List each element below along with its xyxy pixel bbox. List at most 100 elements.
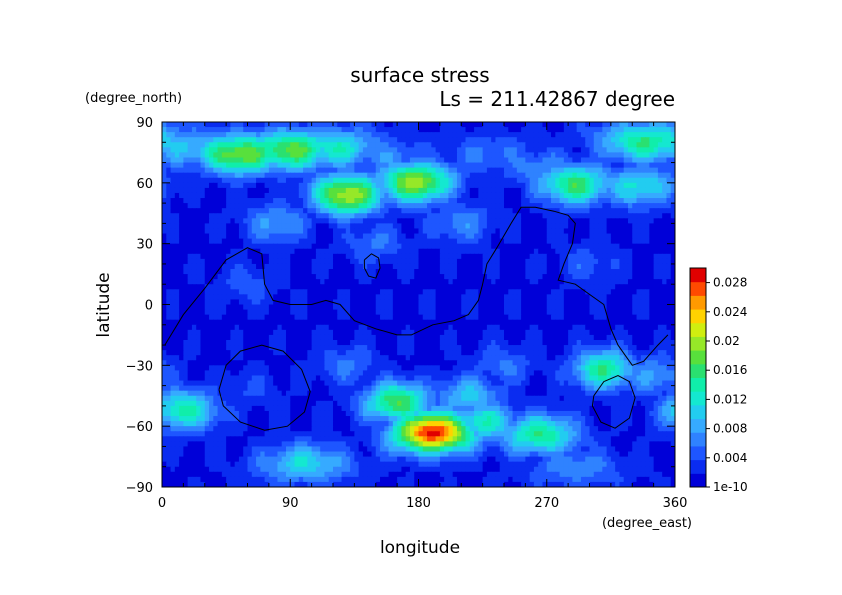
heatmap-cell — [183, 142, 189, 148]
heatmap-cell — [551, 299, 556, 306]
heatmap-cell — [392, 258, 398, 265]
heatmap-cell — [563, 269, 569, 275]
heatmap-cell — [504, 238, 509, 245]
heatmap-cell — [238, 162, 244, 169]
heatmap-cell — [187, 182, 193, 189]
heatmap-cell — [243, 132, 249, 138]
heatmap-cell — [204, 162, 210, 169]
heatmap-cell — [533, 238, 539, 245]
heatmap-cell — [290, 127, 296, 133]
heatmap-cell — [504, 122, 509, 128]
heatmap-cell — [397, 223, 402, 230]
heatmap-cell — [367, 248, 373, 255]
heatmap-cell — [230, 127, 236, 133]
heatmap-cell — [448, 253, 454, 260]
heatmap-cell — [162, 167, 167, 174]
heatmap-cell — [162, 203, 167, 209]
heatmap-cell — [538, 137, 544, 143]
heatmap-cell — [563, 182, 569, 189]
heatmap-cell — [162, 137, 167, 143]
heatmap-cell — [371, 152, 377, 159]
heatmap-cell — [179, 309, 184, 316]
heatmap-cell — [183, 238, 189, 245]
heatmap-cell — [482, 127, 488, 133]
heatmap-cell — [645, 269, 650, 275]
heatmap-cell — [268, 132, 274, 138]
heatmap-cell — [196, 289, 202, 295]
heatmap-cell — [405, 142, 411, 148]
heatmap-cell — [427, 182, 432, 189]
heatmap-cell — [315, 127, 321, 133]
heatmap-cell — [371, 299, 377, 306]
heatmap-cell — [350, 132, 355, 138]
heatmap-cell — [431, 142, 437, 148]
heatmap-cell — [645, 319, 650, 326]
heatmap-cell — [341, 284, 347, 290]
heatmap-cell — [508, 253, 514, 260]
heatmap-cell — [456, 162, 462, 169]
heatmap-cell — [491, 284, 497, 290]
heatmap-cell — [580, 319, 586, 326]
heatmap-cell — [174, 253, 180, 260]
heatmap-cell — [645, 177, 650, 184]
heatmap-cell — [350, 127, 355, 133]
heatmap-cell — [525, 324, 531, 331]
heatmap-cell — [662, 218, 668, 224]
heatmap-cell — [551, 294, 556, 301]
heatmap-cell — [504, 203, 509, 209]
heatmap-cell — [602, 238, 608, 245]
heatmap-cell — [439, 182, 445, 189]
heatmap-cell — [380, 258, 385, 265]
heatmap-cell — [337, 132, 343, 138]
heatmap-cell — [568, 309, 574, 316]
heatmap-cell — [397, 177, 402, 184]
heatmap-cell — [615, 172, 621, 179]
heatmap-cell — [653, 213, 659, 219]
heatmap-cell — [563, 253, 569, 260]
heatmap-cell — [469, 319, 475, 326]
heatmap-cell — [191, 248, 197, 255]
heatmap-cell — [170, 223, 176, 230]
heatmap-cell — [350, 223, 355, 230]
heatmap-cell — [606, 127, 612, 133]
heatmap-cell — [256, 208, 261, 214]
heatmap-cell — [256, 304, 261, 311]
heatmap-cell — [196, 162, 202, 169]
heatmap-cell — [170, 248, 176, 255]
heatmap-cell — [345, 157, 351, 164]
heatmap-cell — [251, 269, 257, 275]
heatmap-cell — [200, 238, 206, 245]
heatmap-cell — [277, 203, 283, 209]
heatmap-cell — [375, 248, 381, 255]
heatmap-cell — [367, 284, 373, 290]
heatmap-cell — [465, 228, 471, 235]
heatmap-cell — [384, 258, 390, 265]
heatmap-cell — [521, 274, 526, 280]
heatmap-cell — [580, 167, 586, 174]
heatmap-cell — [439, 223, 445, 230]
heatmap-cell — [392, 142, 398, 148]
heatmap-cell — [367, 223, 373, 230]
heatmap-cell — [200, 284, 206, 290]
heatmap-cell — [200, 127, 206, 133]
heatmap-cell — [311, 192, 317, 199]
heatmap-cell — [632, 152, 638, 159]
heatmap-cell — [371, 208, 377, 214]
heatmap-cell — [469, 243, 475, 250]
heatmap-cell — [221, 192, 227, 199]
heatmap-cell — [354, 208, 360, 214]
heatmap-cell — [627, 187, 633, 194]
heatmap-cell — [226, 177, 232, 184]
heatmap-cell — [290, 258, 296, 265]
heatmap-cell — [174, 127, 180, 133]
heatmap-cell — [375, 213, 381, 219]
heatmap-cell — [452, 279, 458, 285]
heatmap-cell — [375, 223, 381, 230]
heatmap-cell — [350, 213, 355, 219]
heatmap-cell — [179, 122, 184, 128]
heatmap-cell — [551, 228, 556, 235]
heatmap-cell — [499, 127, 505, 133]
heatmap-cell — [285, 269, 291, 275]
heatmap-cell — [649, 157, 655, 164]
heatmap-cell — [264, 248, 270, 255]
